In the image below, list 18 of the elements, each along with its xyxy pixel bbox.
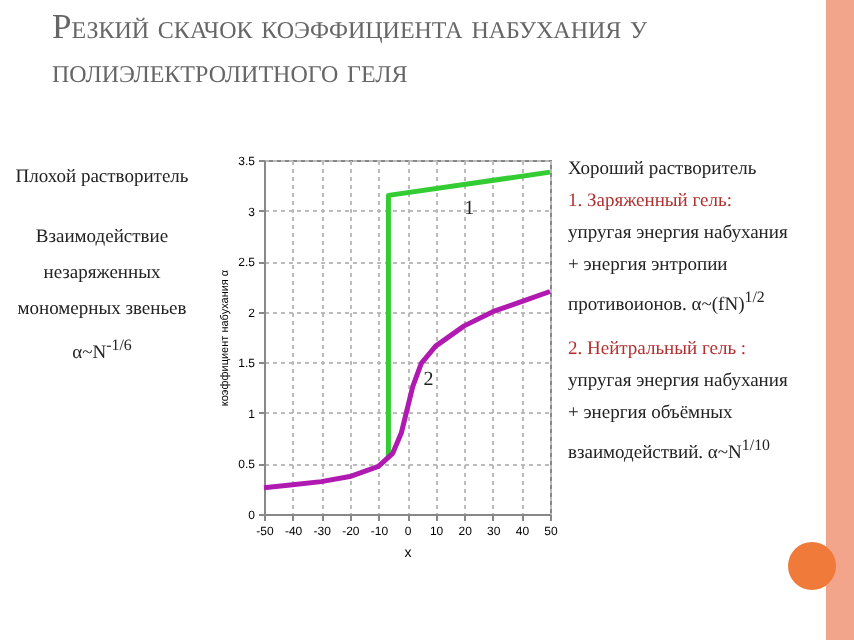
text: 1. Заряженный гель: — [568, 192, 734, 212]
text: Взаимодействие — [33, 228, 171, 248]
series-label: 2 — [423, 368, 434, 391]
text: упругая энергия набухания — [568, 372, 790, 393]
text: незаряженных — [41, 264, 163, 284]
text: противоионов. α~(fN)$^{1/2}$ — [568, 288, 767, 317]
line-series — [261, 288, 553, 491]
text: мономерных звеньев — [15, 300, 189, 320]
text: 2. Нейтральный гель : — [568, 340, 749, 361]
text: Хороший растворитель — [568, 160, 759, 180]
series-label: 1 — [464, 197, 475, 220]
text: Плохой растворитель — [13, 168, 191, 188]
text: + энергия энтропии — [568, 256, 730, 276]
text: упругая энергия набухания — [568, 224, 790, 244]
text: взаимодействий. α~N$^{1/10}$ — [568, 436, 772, 465]
text: α~N$^{-1/6}$ — [70, 336, 134, 365]
text: + энергия объёмных — [568, 404, 735, 425]
chart-title: Резкий скачок коэффициента набухания у полиэлектролитного геля — [52, 4, 650, 92]
